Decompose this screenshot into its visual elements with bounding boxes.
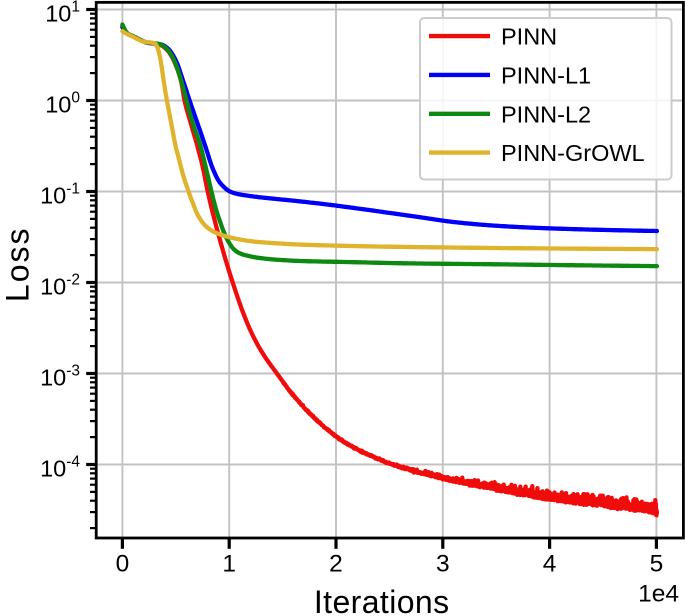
svg-text:0: 0 <box>116 551 130 578</box>
svg-text:1e4: 1e4 <box>638 581 679 608</box>
svg-text:PINN-GrOWL: PINN-GrOWL <box>501 140 645 166</box>
svg-text:Loss: Loss <box>0 227 36 303</box>
svg-text:2: 2 <box>329 551 343 578</box>
svg-text:1: 1 <box>222 551 236 578</box>
svg-text:4: 4 <box>543 551 557 578</box>
svg-text:PINN-L2: PINN-L2 <box>501 101 591 127</box>
svg-text:5: 5 <box>650 551 664 578</box>
svg-text:PINN-L1: PINN-L1 <box>501 63 591 89</box>
svg-text:Iterations: Iterations <box>314 584 450 616</box>
svg-text:3: 3 <box>436 551 450 578</box>
svg-text:10-4: 10-4 <box>40 454 80 482</box>
svg-text:PINN: PINN <box>501 24 557 50</box>
